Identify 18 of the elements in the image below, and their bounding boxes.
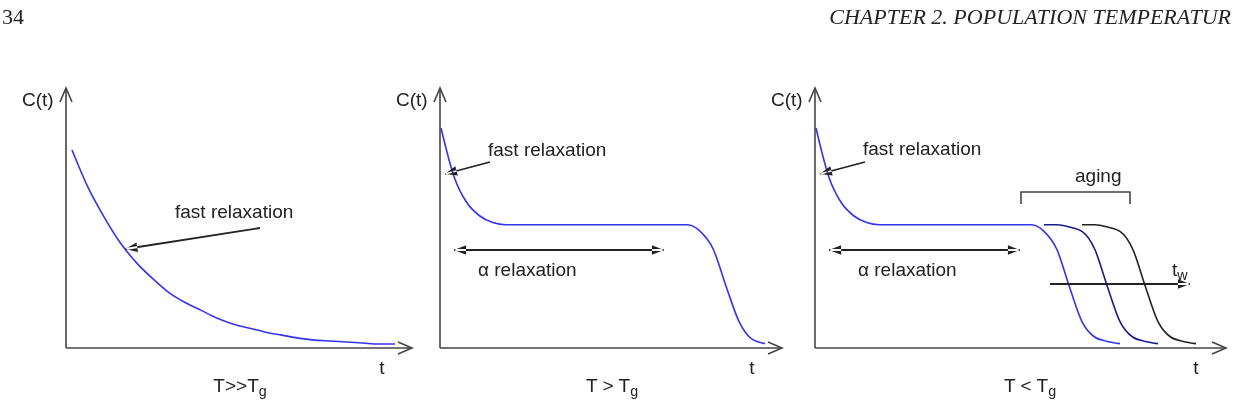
annotation: t$_{w}$ [1172, 259, 1189, 284]
annotation: fast relaxation [863, 138, 982, 159]
text: 34 [2, 4, 24, 29]
annotation: aging [1075, 165, 1122, 186]
x-axis-title: t [379, 357, 386, 378]
annotation: fast relaxation [488, 139, 607, 160]
y-axis-title: C(t) [22, 89, 54, 110]
annotation: fast relaxation [175, 201, 294, 222]
text: T > T$_{g}$ [585, 375, 639, 400]
text: T < T$_{g}$ [1003, 375, 1057, 400]
x-axis-title: t [1193, 357, 1200, 378]
y-axis-title: C(t) [771, 89, 803, 110]
y-axis-title: C(t) [396, 89, 428, 110]
text: CHAPTER 2. POPULATION TEMPERATUR [829, 4, 1232, 29]
annotation: α relaxation [858, 259, 957, 280]
x-axis-title: t [749, 357, 756, 378]
annotation: α relaxation [478, 259, 577, 280]
text: T>>T$_{g}$ [213, 375, 267, 400]
